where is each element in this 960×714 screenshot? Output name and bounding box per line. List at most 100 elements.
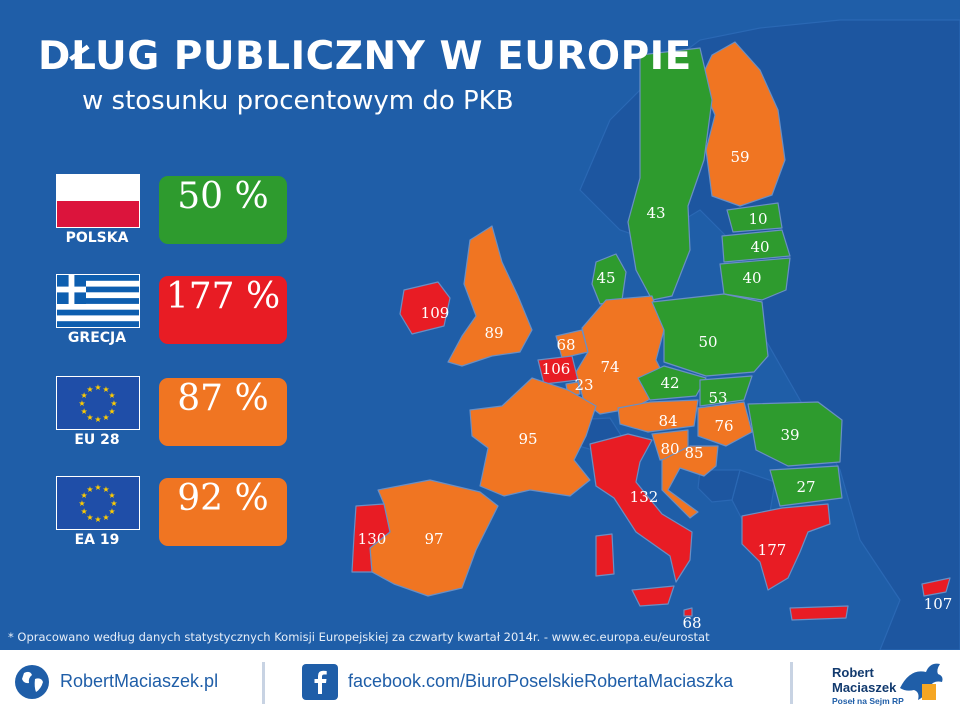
country-italy	[589, 433, 693, 583]
eu-star: ★	[81, 391, 88, 400]
country-bulgaria	[769, 465, 843, 507]
eu-star: ★	[110, 399, 117, 408]
europe-map: 59 43 10 40 40 45 109 89 68 106 23 74 50…	[351, 19, 960, 650]
value-estonia: 10	[748, 210, 767, 228]
value-croatia: 85	[684, 444, 703, 462]
eu-star: ★	[108, 491, 115, 500]
legend-row-polska: POLSKA 50 %	[56, 174, 296, 274]
eu-star: ★	[108, 407, 115, 416]
value-germany: 74	[600, 358, 619, 376]
country-france	[469, 377, 597, 497]
country-poland	[651, 293, 769, 377]
country-croatia	[661, 445, 719, 519]
legend-value: 87 %	[159, 378, 287, 446]
eu-star: ★	[78, 399, 85, 408]
eu-star: ★	[102, 513, 109, 522]
legend-label: EA 19	[74, 532, 120, 548]
eu-star: ★	[78, 499, 85, 508]
legend-row-ea19: ★ ★ ★ ★ ★ ★ ★ ★ ★ ★ ★ ★ EA 19 92 %	[56, 476, 296, 576]
value-cyprus: 107	[924, 595, 953, 613]
country-finland	[699, 41, 786, 207]
legend-label: EU 28	[74, 432, 120, 448]
facebook-link[interactable]: facebook.com/BiuroPoselskieRobertaMacias…	[348, 671, 734, 691]
country-estonia	[726, 202, 783, 233]
legend-label: GRECJA	[67, 330, 127, 346]
brand-name-line: Maciaszek	[832, 680, 897, 695]
eu-star: ★	[86, 413, 93, 422]
eu-flag-icon: ★ ★ ★ ★ ★ ★ ★ ★ ★ ★ ★ ★	[56, 376, 140, 430]
footer-bar: RobertMaciaszek.pl facebook.com/BiuroPos…	[0, 650, 960, 714]
value-spain: 97	[424, 530, 443, 548]
eu-star: ★	[94, 415, 101, 424]
eu-star: ★	[102, 413, 109, 422]
country-austria	[617, 399, 699, 433]
value-ireland: 109	[421, 304, 450, 322]
value-malta: 68	[682, 614, 701, 632]
country-portugal	[351, 503, 391, 573]
value-netherlands: 68	[556, 336, 575, 354]
value-italy: 132	[630, 488, 659, 506]
value-bulgaria: 27	[796, 478, 815, 496]
poland-flag-icon	[56, 174, 140, 228]
eu-star: ★	[86, 513, 93, 522]
eu-star: ★	[94, 483, 101, 492]
value-finland: 59	[730, 148, 749, 166]
value-denmark: 45	[596, 269, 615, 287]
brand-name: Robert Maciaszek	[832, 665, 896, 695]
eu-star: ★	[81, 491, 88, 500]
page-title: DŁUG PUBLICZNY W EUROPIE	[38, 34, 692, 79]
eu-star: ★	[94, 515, 101, 524]
website-link[interactable]: RobertMaciaszek.pl	[60, 671, 219, 691]
value-slovenia: 80	[660, 440, 679, 458]
eu-star: ★	[110, 499, 117, 508]
brand-subtitle: Poseł na Sejm RP	[832, 696, 904, 706]
footer-divider	[262, 662, 265, 704]
eu-star: ★	[94, 383, 101, 392]
value-czechia: 42	[660, 374, 679, 392]
value-greece: 177	[758, 541, 787, 559]
country-sweden	[627, 47, 713, 301]
island-sicily	[631, 585, 675, 607]
legend-value: 177 %	[159, 276, 287, 344]
globe-icon	[15, 665, 49, 699]
country-ireland	[399, 281, 451, 335]
value-sweden: 43	[646, 204, 665, 222]
country-latvia	[721, 229, 791, 263]
value-united-kingdom: 89	[484, 324, 503, 342]
eu-star: ★	[108, 391, 115, 400]
source-footnote: * Opracowano według danych statystycznyc…	[8, 630, 710, 644]
footer-divider	[790, 662, 793, 704]
eu-star: ★	[102, 485, 109, 494]
value-france: 95	[518, 430, 537, 448]
eu-star: ★	[86, 385, 93, 394]
country-cyprus	[921, 577, 951, 597]
eu-star: ★	[86, 485, 93, 494]
eagle-logo-icon	[900, 663, 943, 700]
country-lithuania	[719, 257, 791, 301]
country-romania	[747, 401, 843, 467]
value-slovakia: 53	[708, 389, 727, 407]
country-united-kingdom	[447, 225, 533, 367]
value-lithuania: 40	[742, 269, 761, 287]
legend-value: 92 %	[159, 478, 287, 546]
value-poland: 50	[698, 333, 717, 351]
country-greece	[741, 503, 831, 591]
country-hungary	[697, 401, 753, 447]
value-romania: 39	[780, 426, 799, 444]
eu-star: ★	[81, 407, 88, 416]
value-austria: 84	[658, 412, 677, 430]
brand-name-line: Robert	[832, 665, 874, 680]
greece-flag-icon	[56, 274, 140, 328]
value-latvia: 40	[750, 238, 769, 256]
island-sardinia	[595, 533, 615, 577]
legend-row-eu28: ★ ★ ★ ★ ★ ★ ★ ★ ★ ★ ★ ★ EU 28 87 %	[56, 376, 296, 476]
eu-star: ★	[81, 507, 88, 516]
facebook-icon	[302, 664, 338, 700]
page-subtitle: w stosunku procentowym do PKB	[82, 86, 514, 116]
eu-star: ★	[102, 385, 109, 394]
eu-star: ★	[108, 507, 115, 516]
island-crete	[789, 605, 849, 621]
country-slovakia	[699, 375, 753, 407]
value-luxembourg: 23	[574, 376, 593, 394]
legend-row-grecja: GRECJA 177 %	[56, 274, 296, 374]
